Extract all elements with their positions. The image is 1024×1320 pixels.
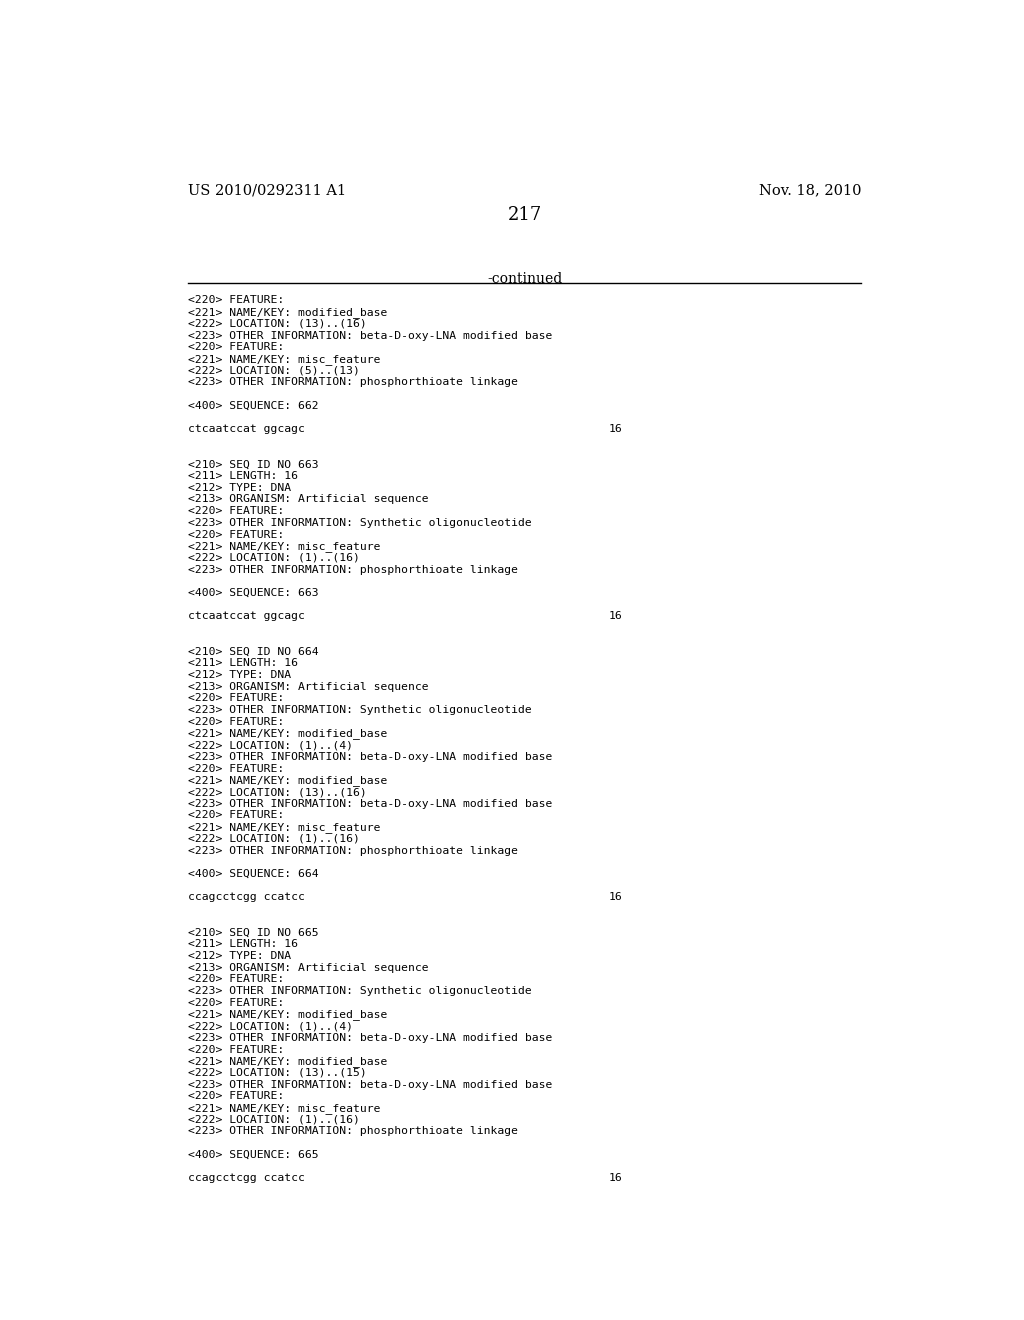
Text: <400> SEQUENCE: 662: <400> SEQUENCE: 662: [188, 401, 319, 411]
Text: <221> NAME/KEY: misc_feature: <221> NAME/KEY: misc_feature: [188, 354, 381, 364]
Text: <400> SEQUENCE: 664: <400> SEQUENCE: 664: [188, 869, 319, 879]
Text: <212> TYPE: DNA: <212> TYPE: DNA: [188, 671, 292, 680]
Text: <213> ORGANISM: Artificial sequence: <213> ORGANISM: Artificial sequence: [188, 962, 429, 973]
Text: <220> FEATURE:: <220> FEATURE:: [188, 1092, 285, 1101]
Text: <220> FEATURE:: <220> FEATURE:: [188, 1044, 285, 1055]
Text: <222> LOCATION: (13)..(16): <222> LOCATION: (13)..(16): [188, 787, 368, 797]
Text: <223> OTHER INFORMATION: Synthetic oligonucleotide: <223> OTHER INFORMATION: Synthetic oligo…: [188, 517, 532, 528]
Text: 16: 16: [608, 1173, 623, 1183]
Text: <220> FEATURE:: <220> FEATURE:: [188, 810, 285, 821]
Text: <221> NAME/KEY: misc_feature: <221> NAME/KEY: misc_feature: [188, 541, 381, 552]
Text: <220> FEATURE:: <220> FEATURE:: [188, 693, 285, 704]
Text: <212> TYPE: DNA: <212> TYPE: DNA: [188, 483, 292, 492]
Text: <213> ORGANISM: Artificial sequence: <213> ORGANISM: Artificial sequence: [188, 495, 429, 504]
Text: <223> OTHER INFORMATION: phosphorthioate linkage: <223> OTHER INFORMATION: phosphorthioate…: [188, 846, 518, 855]
Text: 217: 217: [508, 206, 542, 224]
Text: <211> LENGTH: 16: <211> LENGTH: 16: [188, 940, 298, 949]
Text: <220> FEATURE:: <220> FEATURE:: [188, 763, 285, 774]
Text: <221> NAME/KEY: modified_base: <221> NAME/KEY: modified_base: [188, 1010, 388, 1020]
Text: <222> LOCATION: (13)..(16): <222> LOCATION: (13)..(16): [188, 319, 368, 329]
Text: ctcaatccat ggcagc: ctcaatccat ggcagc: [188, 611, 305, 622]
Text: <223> OTHER INFORMATION: beta-D-oxy-LNA modified base: <223> OTHER INFORMATION: beta-D-oxy-LNA …: [188, 799, 553, 809]
Text: <221> NAME/KEY: misc_feature: <221> NAME/KEY: misc_feature: [188, 1104, 381, 1114]
Text: 16: 16: [608, 611, 623, 622]
Text: 16: 16: [608, 424, 623, 434]
Text: <222> LOCATION: (1)..(4): <222> LOCATION: (1)..(4): [188, 741, 353, 750]
Text: <222> LOCATION: (5)..(13): <222> LOCATION: (5)..(13): [188, 366, 360, 376]
Text: <220> FEATURE:: <220> FEATURE:: [188, 998, 285, 1007]
Text: <400> SEQUENCE: 665: <400> SEQUENCE: 665: [188, 1150, 319, 1160]
Text: -continued: -continued: [487, 272, 562, 286]
Text: <222> LOCATION: (1)..(16): <222> LOCATION: (1)..(16): [188, 1114, 360, 1125]
Text: 16: 16: [608, 892, 623, 903]
Text: <223> OTHER INFORMATION: beta-D-oxy-LNA modified base: <223> OTHER INFORMATION: beta-D-oxy-LNA …: [188, 330, 553, 341]
Text: <400> SEQUENCE: 663: <400> SEQUENCE: 663: [188, 589, 319, 598]
Text: <211> LENGTH: 16: <211> LENGTH: 16: [188, 471, 298, 480]
Text: <210> SEQ ID NO 665: <210> SEQ ID NO 665: [188, 928, 319, 937]
Text: <221> NAME/KEY: modified_base: <221> NAME/KEY: modified_base: [188, 308, 388, 318]
Text: <223> OTHER INFORMATION: beta-D-oxy-LNA modified base: <223> OTHER INFORMATION: beta-D-oxy-LNA …: [188, 1032, 553, 1043]
Text: <223> OTHER INFORMATION: beta-D-oxy-LNA modified base: <223> OTHER INFORMATION: beta-D-oxy-LNA …: [188, 752, 553, 762]
Text: <222> LOCATION: (13)..(15): <222> LOCATION: (13)..(15): [188, 1068, 368, 1078]
Text: Nov. 18, 2010: Nov. 18, 2010: [759, 183, 861, 197]
Text: <212> TYPE: DNA: <212> TYPE: DNA: [188, 950, 292, 961]
Text: <213> ORGANISM: Artificial sequence: <213> ORGANISM: Artificial sequence: [188, 681, 429, 692]
Text: <220> FEATURE:: <220> FEATURE:: [188, 342, 285, 352]
Text: <220> FEATURE:: <220> FEATURE:: [188, 974, 285, 985]
Text: US 2010/0292311 A1: US 2010/0292311 A1: [188, 183, 346, 197]
Text: <222> LOCATION: (1)..(16): <222> LOCATION: (1)..(16): [188, 553, 360, 562]
Text: <221> NAME/KEY: modified_base: <221> NAME/KEY: modified_base: [188, 775, 388, 787]
Text: <220> FEATURE:: <220> FEATURE:: [188, 717, 285, 727]
Text: <210> SEQ ID NO 663: <210> SEQ ID NO 663: [188, 459, 319, 470]
Text: <221> NAME/KEY: modified_base: <221> NAME/KEY: modified_base: [188, 729, 388, 739]
Text: <220> FEATURE:: <220> FEATURE:: [188, 529, 285, 540]
Text: <220> FEATURE:: <220> FEATURE:: [188, 296, 285, 305]
Text: <210> SEQ ID NO 664: <210> SEQ ID NO 664: [188, 647, 319, 656]
Text: ctcaatccat ggcagc: ctcaatccat ggcagc: [188, 424, 305, 434]
Text: <211> LENGTH: 16: <211> LENGTH: 16: [188, 659, 298, 668]
Text: ccagcctcgg ccatcc: ccagcctcgg ccatcc: [188, 1173, 305, 1183]
Text: <220> FEATURE:: <220> FEATURE:: [188, 506, 285, 516]
Text: <223> OTHER INFORMATION: beta-D-oxy-LNA modified base: <223> OTHER INFORMATION: beta-D-oxy-LNA …: [188, 1080, 553, 1089]
Text: ccagcctcgg ccatcc: ccagcctcgg ccatcc: [188, 892, 305, 903]
Text: <221> NAME/KEY: misc_feature: <221> NAME/KEY: misc_feature: [188, 822, 381, 833]
Text: <223> OTHER INFORMATION: phosphorthioate linkage: <223> OTHER INFORMATION: phosphorthioate…: [188, 565, 518, 574]
Text: <222> LOCATION: (1)..(16): <222> LOCATION: (1)..(16): [188, 834, 360, 843]
Text: <221> NAME/KEY: modified_base: <221> NAME/KEY: modified_base: [188, 1056, 388, 1067]
Text: <222> LOCATION: (1)..(4): <222> LOCATION: (1)..(4): [188, 1022, 353, 1031]
Text: <223> OTHER INFORMATION: phosphorthioate linkage: <223> OTHER INFORMATION: phosphorthioate…: [188, 1126, 518, 1137]
Text: <223> OTHER INFORMATION: phosphorthioate linkage: <223> OTHER INFORMATION: phosphorthioate…: [188, 378, 518, 387]
Text: <223> OTHER INFORMATION: Synthetic oligonucleotide: <223> OTHER INFORMATION: Synthetic oligo…: [188, 705, 532, 715]
Text: <223> OTHER INFORMATION: Synthetic oligonucleotide: <223> OTHER INFORMATION: Synthetic oligo…: [188, 986, 532, 997]
